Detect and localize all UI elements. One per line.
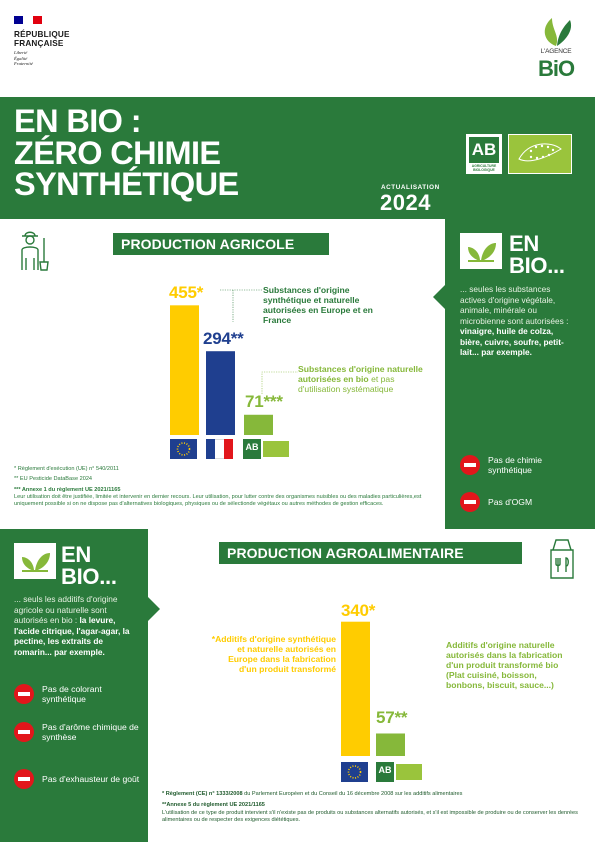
bar-bio	[376, 733, 405, 756]
eu-flag-icon	[170, 439, 197, 459]
bar-europe	[170, 305, 199, 435]
no-arome-item: Pas d'arôme chimique de synthèse	[14, 722, 142, 742]
page-title: EN BIO : ZÉRO CHIMIE SYNTHÉTIQUE	[14, 103, 239, 202]
agence-bio-text: BiO	[537, 56, 575, 81]
no-colorant-item: Pas de colorant synthétique	[14, 684, 142, 704]
enbio-right-panel	[445, 219, 595, 529]
bar-france	[206, 351, 235, 435]
agro-label-bio: Additifs d'origine naturelle autorisés d…	[446, 640, 563, 690]
ab-small-icon: AB	[243, 439, 261, 459]
year-label: 2024	[380, 190, 431, 215]
eu-organic-leaf-icon	[508, 134, 572, 174]
agri-notes: * Règlement d'exécution (UE) n° 540/2011…	[14, 466, 422, 508]
farmer-icon	[21, 231, 49, 271]
leader-line-bio	[261, 371, 298, 394]
no-exhausteur-item: Pas d'exhausteur de goût	[14, 769, 142, 789]
food-package-icon	[550, 539, 574, 579]
agricole-chart	[170, 305, 273, 435]
ab-label-logo: AB AGRICULTURE BIOLOGIQUE	[466, 134, 502, 174]
section-heading-agroalimentaire: PRODUCTION AGROALIMENTAIRE	[219, 542, 522, 564]
agri-value-france: 294**	[203, 329, 244, 348]
panel-pointer	[433, 285, 445, 309]
agri-value-europe: 455*	[169, 283, 204, 302]
forbidden-icon	[14, 684, 34, 704]
forbidden-icon	[460, 455, 480, 475]
leaf-logo-icon	[544, 18, 572, 46]
no-ogm-item: Pas d'OGM	[460, 492, 580, 512]
sprout-icon	[14, 543, 56, 579]
eu-flag-icon	[341, 762, 368, 782]
agro-label-europe: *Additifs d'origine synthétique et natur…	[211, 634, 336, 674]
leader-lines	[220, 289, 262, 322]
marianne-flag-icon	[14, 16, 42, 24]
france-flag-icon	[206, 439, 233, 459]
eu-leaf-small-icon	[263, 441, 289, 457]
panel-pointer	[148, 597, 160, 621]
agro-notes: * Règlement (CE) n° 1333/2008 du Parleme…	[162, 791, 578, 823]
agri-value-bio: 71***	[245, 392, 283, 411]
forbidden-icon	[460, 492, 480, 512]
ab-small-icon: AB	[376, 762, 394, 782]
republique-francaise-logo: RÉPUBLIQUE FRANÇAISE	[14, 30, 70, 48]
agro-value-bio: 57**	[376, 708, 408, 727]
agri-label-europe-france: Substances d'origine synthétique et natu…	[263, 285, 373, 325]
actualisation-label: ACTUALISATION	[381, 184, 440, 191]
republic-motto: Liberté Égalité Fraternité	[14, 50, 33, 66]
agence-bio-logo: L'AGENCE BiO	[530, 14, 582, 81]
sprout-icon	[460, 233, 502, 269]
no-chemistry-item: Pas de chimie synthétique	[460, 455, 580, 475]
bar-europe	[341, 621, 370, 756]
agro-value-europe: 340*	[341, 601, 376, 620]
section-heading-agricole: PRODUCTION AGRICOLE	[113, 233, 329, 255]
forbidden-icon	[14, 722, 34, 742]
agence-label: L'AGENCE	[540, 48, 572, 55]
enbio-right-text: ... seules les substances actives d'orig…	[460, 284, 569, 357]
ab-mark: AB	[469, 137, 499, 163]
bar-bio	[244, 414, 273, 435]
ab-caption: AGRICULTURE BIOLOGIQUE	[471, 164, 497, 172]
eu-leaf-small-icon	[396, 764, 422, 780]
agri-label-bio: Substances d'origine naturelle autorisée…	[298, 364, 423, 394]
enbio-left-text: ... seuls les additifs d'origine agricol…	[14, 594, 130, 657]
agroalimentaire-chart	[341, 621, 405, 756]
forbidden-icon	[14, 769, 34, 789]
enbio-right-heading: EN BIO...	[509, 231, 565, 278]
enbio-left-heading: EN BIO...	[61, 542, 117, 589]
